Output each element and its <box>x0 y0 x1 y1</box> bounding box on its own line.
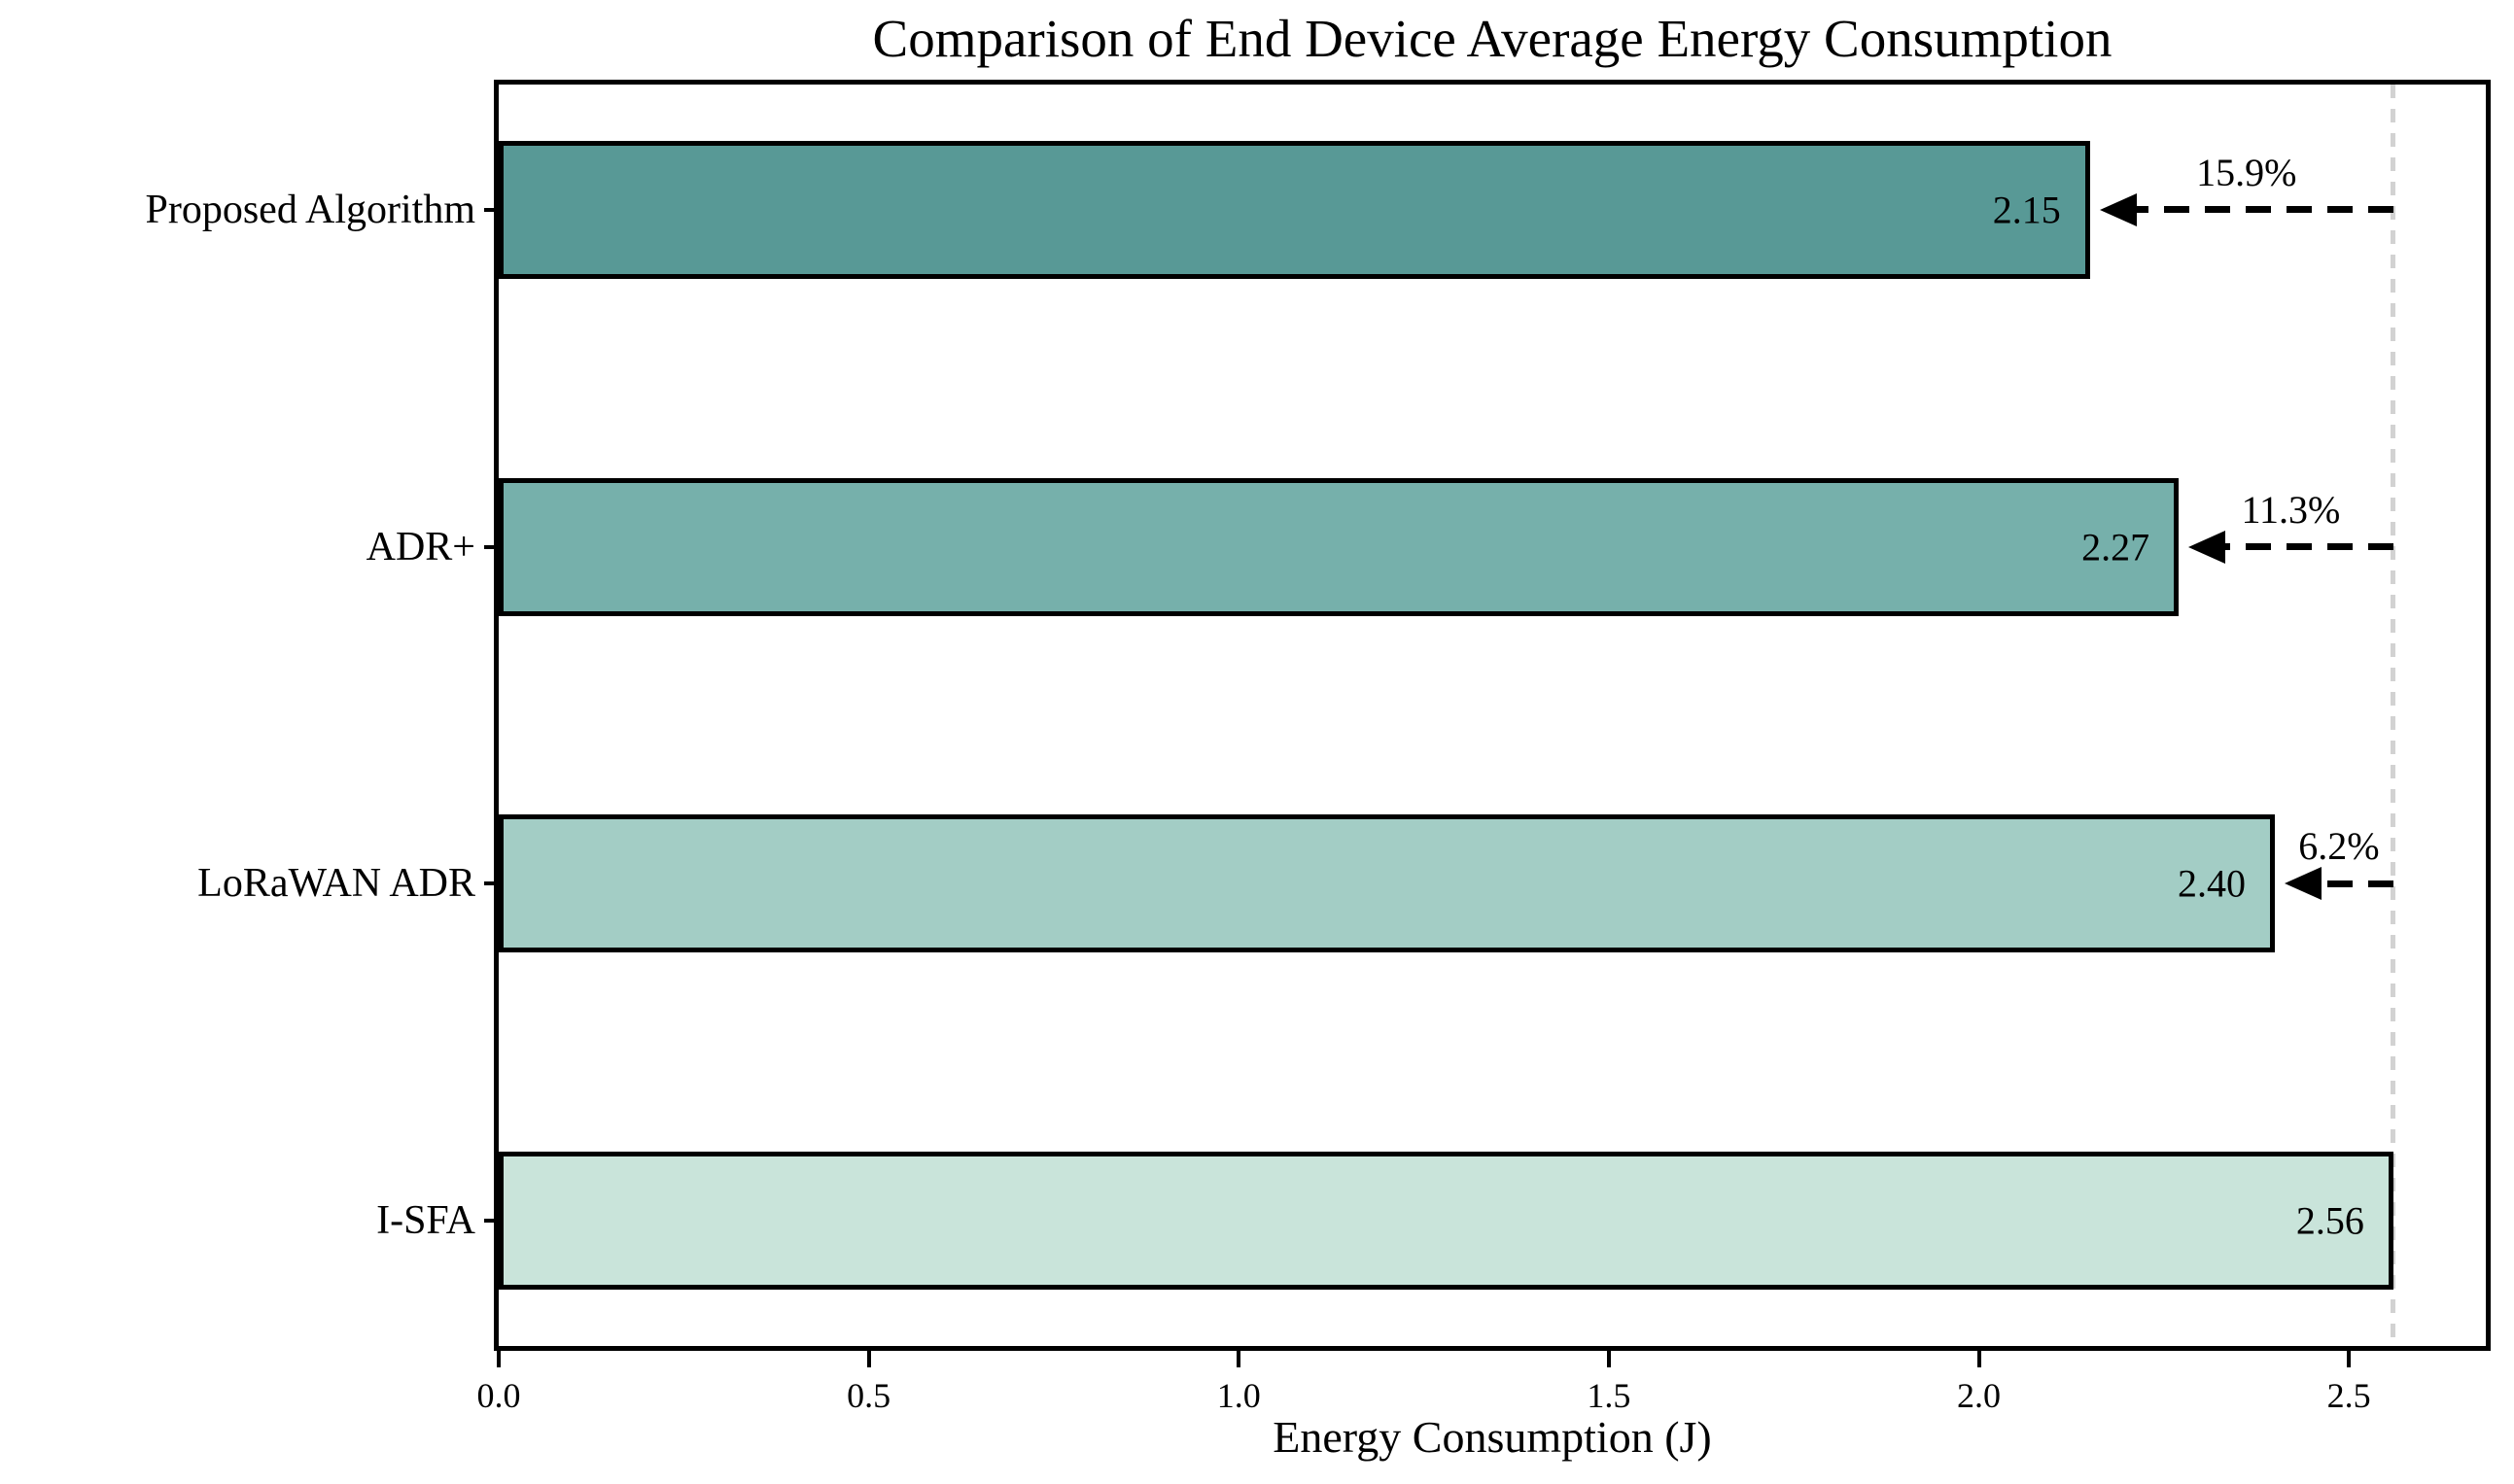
bar-value-label: 2.56 <box>2295 1198 2364 1243</box>
y-tick-mark <box>484 207 499 212</box>
x-tick-mark <box>1976 1351 1981 1367</box>
baseline-dashed-line <box>2391 85 2396 1346</box>
chart-title: Comparison of End Device Average Energy … <box>872 9 2112 68</box>
x-tick-label: 2.5 <box>2326 1376 2371 1415</box>
y-tick-mark <box>484 544 499 549</box>
bar-value-label: 2.15 <box>1992 188 2061 232</box>
x-tick-mark <box>2347 1351 2352 1367</box>
annotation-pct-label: 6.2% <box>2298 824 2380 869</box>
bar-value-label: 2.40 <box>2178 861 2247 906</box>
x-tick-mark <box>866 1351 871 1367</box>
y-category-label: Proposed Algorithm <box>145 187 475 232</box>
x-tick-label: 2.0 <box>1957 1376 2002 1415</box>
annotation-arrow-line <box>2221 543 2393 551</box>
x-tick-mark <box>1606 1351 1611 1367</box>
bar-i-sfa <box>499 1151 2393 1291</box>
annotation-pct-label: 11.3% <box>2241 487 2341 532</box>
x-axis-label: Energy Consumption (J) <box>1273 1412 1712 1462</box>
x-tick-label: 1.5 <box>1587 1376 1631 1415</box>
x-tick-mark <box>1237 1351 1241 1367</box>
x-tick-label: 0.0 <box>476 1376 521 1415</box>
annotation-arrow-head <box>2285 867 2322 901</box>
y-category-label: ADR+ <box>366 524 475 569</box>
y-tick-mark <box>484 881 499 886</box>
y-category-label: I-SFA <box>376 1198 475 1244</box>
annotation-arrow-line <box>2318 880 2393 887</box>
y-tick-mark <box>484 1219 499 1224</box>
annotation-pct-label: 15.9% <box>2196 150 2297 194</box>
x-tick-mark <box>497 1351 501 1367</box>
plot-area: 2.15 2.27 2.40 2.56 15.9% 11.3% 6.2% <box>494 80 2491 1351</box>
x-tick-label: 1.0 <box>1216 1376 1261 1415</box>
y-category-label: LoRaWAN ADR <box>197 861 475 907</box>
annotation-arrow-head <box>2188 530 2226 564</box>
bar-value-label: 2.27 <box>2081 525 2150 569</box>
bar-lorawan-adr <box>499 814 2276 953</box>
x-tick-label: 0.5 <box>847 1376 891 1415</box>
annotation-arrow-head <box>2099 192 2137 226</box>
bar-adr- <box>499 477 2180 616</box>
bar-proposed-algorithm <box>499 140 2090 280</box>
annotation-arrow-line <box>2132 206 2393 214</box>
